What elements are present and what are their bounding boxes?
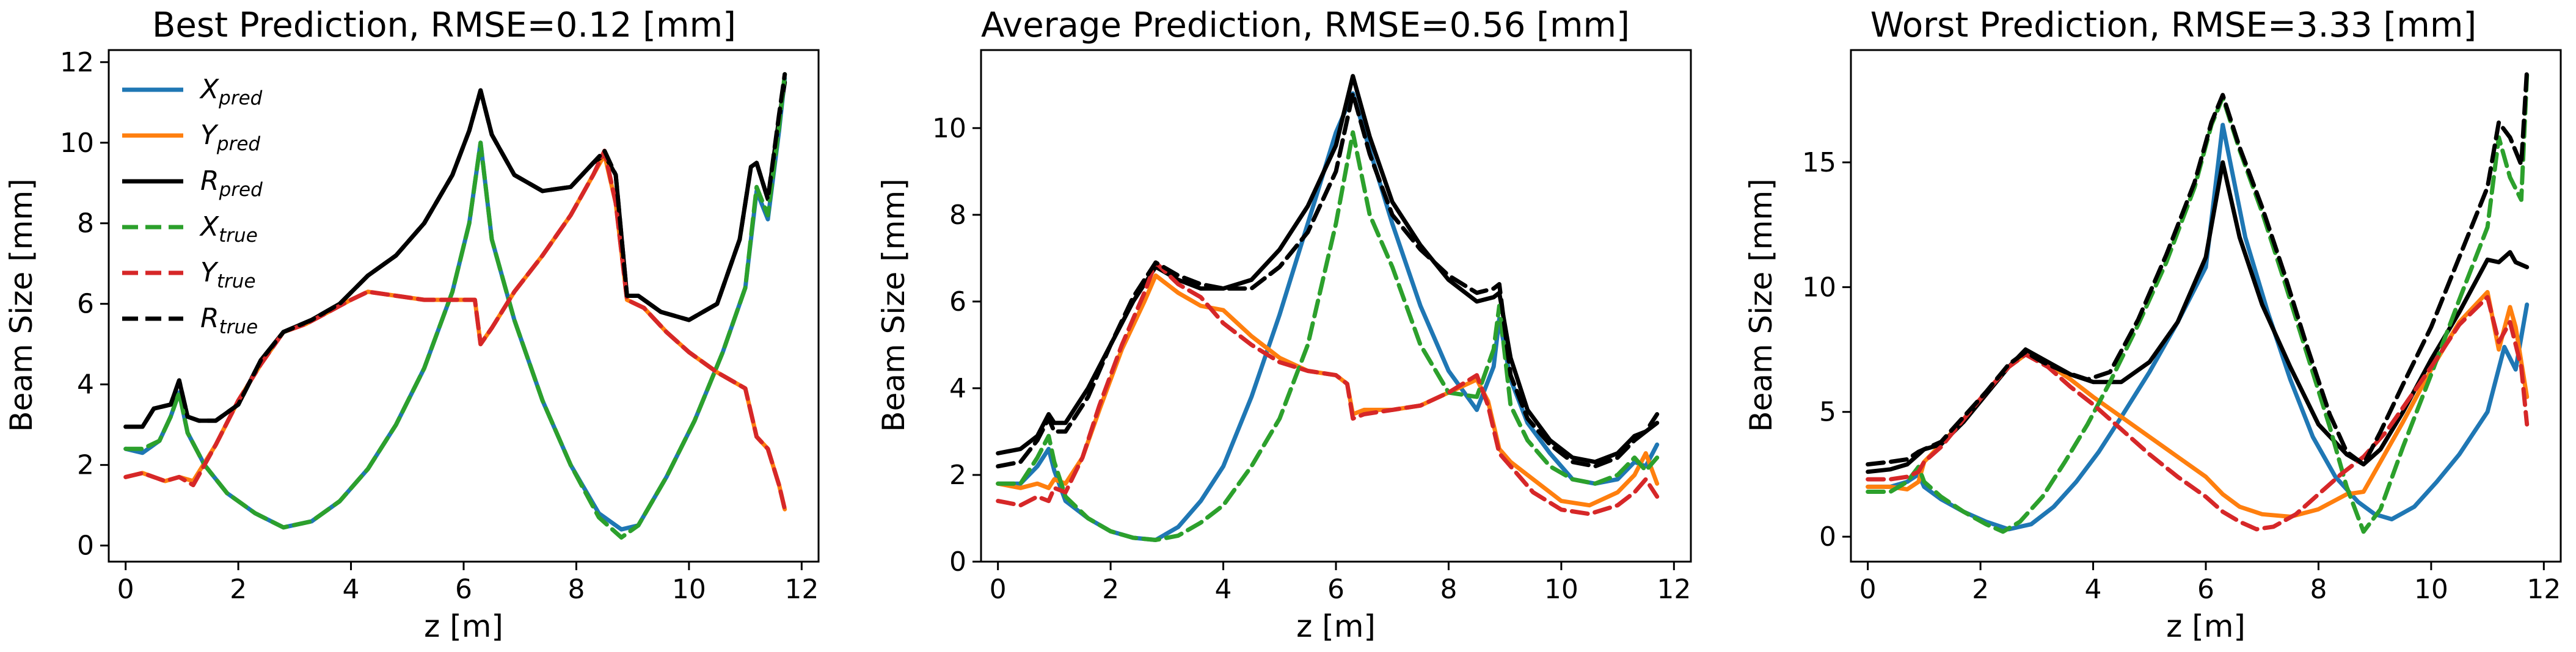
series-layer: [996, 74, 1660, 542]
legend-subscript: true: [217, 270, 256, 292]
y-tick-label: 10: [1802, 272, 1836, 303]
y-axis: 0 2 4 6 8 10 12: [60, 47, 109, 562]
svg-text:Ytrue: Ytrue: [200, 257, 256, 292]
y-tick-label: 0: [77, 531, 94, 562]
x-tick-label: 10: [672, 574, 706, 605]
x-axis-label: z [m]: [1296, 609, 1376, 644]
legend-label: X: [199, 211, 219, 242]
y-tick-label: 4: [77, 369, 94, 400]
y-tick-label: 6: [949, 286, 966, 317]
x-tick-label: 12: [1657, 574, 1691, 605]
y-tick-label: 12: [60, 47, 94, 78]
series-x-true-line: [123, 72, 787, 540]
y-tick-label: 2: [77, 450, 94, 481]
y-tick-label: 2: [949, 460, 966, 491]
x-axis-label: z [m]: [424, 609, 503, 644]
legend-label: R: [200, 165, 219, 197]
x-tick-label: 10: [2414, 574, 2448, 605]
y-axis-label: Beam Size [mm]: [1743, 178, 1779, 432]
y-axis-label: Beam Size [mm]: [876, 178, 911, 432]
legend-subscript: true: [219, 225, 258, 247]
x-axis: 0 2 4 6 8 10 12: [990, 562, 1691, 605]
x-axis: 0 2 4 6 8 10 12: [1859, 562, 2561, 605]
legend-label: Y: [200, 257, 219, 288]
series-r-pred-line: [1866, 160, 2530, 474]
x-tick-label: 0: [117, 574, 134, 605]
legend-entry-y-pred: Ypred: [122, 120, 260, 155]
series-x-true-line: [1866, 73, 2530, 534]
x-tick-label: 2: [1972, 574, 1989, 605]
panel-worst: Worst Prediction, RMSE=3.33 [mm] 0 2 4 6 8 10…: [1743, 5, 2562, 644]
x-tick-label: 0: [1859, 574, 1877, 605]
x-tick-label: 8: [1440, 574, 1457, 605]
x-tick-label: 12: [2527, 574, 2561, 605]
x-tick-label: 8: [567, 574, 585, 605]
y-tick-label: 5: [1819, 397, 1836, 428]
x-tick-label: 0: [990, 574, 1007, 605]
y-tick-label: 10: [932, 113, 966, 144]
plot-area: [1850, 49, 2562, 563]
panel-title: Worst Prediction, RMSE=3.33 [mm]: [1870, 5, 2476, 45]
legend-subscript: pred: [218, 87, 262, 109]
series-layer: [123, 72, 787, 540]
x-tick-label: 10: [1544, 574, 1578, 605]
series-y-true-line: [123, 148, 787, 512]
panel-average: Average Prediction, RMSE=0.56 [mm] 0 2 4 6 8…: [876, 5, 1692, 644]
legend-label: R: [200, 303, 219, 334]
legend-subscript: pred: [219, 179, 263, 201]
x-tick-label: 2: [1102, 574, 1119, 605]
y-tick-label: 4: [949, 373, 966, 404]
series-y-true-line: [996, 260, 1660, 516]
x-tick-label: 4: [343, 574, 360, 605]
panel-title: Average Prediction, RMSE=0.56 [mm]: [981, 5, 1630, 45]
x-tick-label: 8: [2310, 574, 2327, 605]
y-axis: 0 2 4 6 8 10: [932, 113, 981, 578]
legend-label: Y: [200, 120, 219, 151]
y-tick-label: 8: [949, 200, 966, 231]
svg-text:Xpred: Xpred: [199, 74, 263, 109]
y-tick-label: 6: [77, 289, 94, 320]
series-layer: [1866, 68, 2530, 534]
y-tick-label: 0: [949, 546, 966, 578]
y-tick-label: 10: [60, 128, 94, 159]
x-tick-label: 6: [1327, 574, 1345, 605]
y-tick-label: 8: [77, 208, 94, 239]
y-tick-label: 0: [1819, 521, 1836, 552]
series-x-true-line: [996, 130, 1660, 542]
x-tick-label: 4: [2085, 574, 2102, 605]
legend-subscript: true: [219, 316, 258, 338]
y-axis: 0 5 10 15: [1802, 147, 1851, 552]
plot-area: [980, 49, 1692, 563]
x-tick-label: 2: [230, 574, 247, 605]
panel-best: Best Prediction, RMSE=0.12 [mm] 0 2 4 6 8 10 1…: [4, 5, 820, 644]
series-y-pred-line: [1866, 290, 2530, 519]
legend-entry-y-true: Ytrue: [122, 257, 256, 292]
legend-label: X: [199, 74, 219, 105]
y-axis-label: Beam Size [mm]: [4, 178, 39, 432]
series-r-true-line: [1866, 68, 2530, 467]
legend-entry-x-pred: Xpred: [122, 74, 263, 109]
legend-subscript: pred: [216, 133, 260, 155]
series-r-true-line: [123, 72, 787, 429]
legend-entry-r-true: Rtrue: [122, 303, 258, 338]
x-tick-label: 4: [1215, 574, 1232, 605]
series-r-pred-line: [996, 74, 1660, 465]
svg-text:Ypred: Ypred: [200, 120, 260, 155]
svg-text:Xtrue: Xtrue: [199, 211, 258, 247]
svg-text:Rpred: Rpred: [200, 165, 263, 201]
x-axis-label: z [m]: [2166, 609, 2246, 644]
x-axis: 0 2 4 6 8 10 12: [117, 562, 819, 605]
series-r-true-line: [996, 91, 1660, 469]
x-tick-label: 6: [455, 574, 472, 605]
legend-entry-r-pred: Rpred: [122, 165, 263, 201]
x-tick-label: 12: [784, 574, 819, 605]
y-tick-label: 15: [1802, 147, 1836, 178]
panel-title: Best Prediction, RMSE=0.12 [mm]: [152, 5, 736, 45]
legend-entry-x-true: Xtrue: [122, 211, 258, 247]
legend: Xpred Ypred Rpred Xtrue Ytrue Rtrue: [122, 74, 263, 338]
x-tick-label: 6: [2197, 574, 2214, 605]
svg-text:Rtrue: Rtrue: [200, 303, 258, 338]
series-y-true-line: [1866, 295, 2530, 532]
